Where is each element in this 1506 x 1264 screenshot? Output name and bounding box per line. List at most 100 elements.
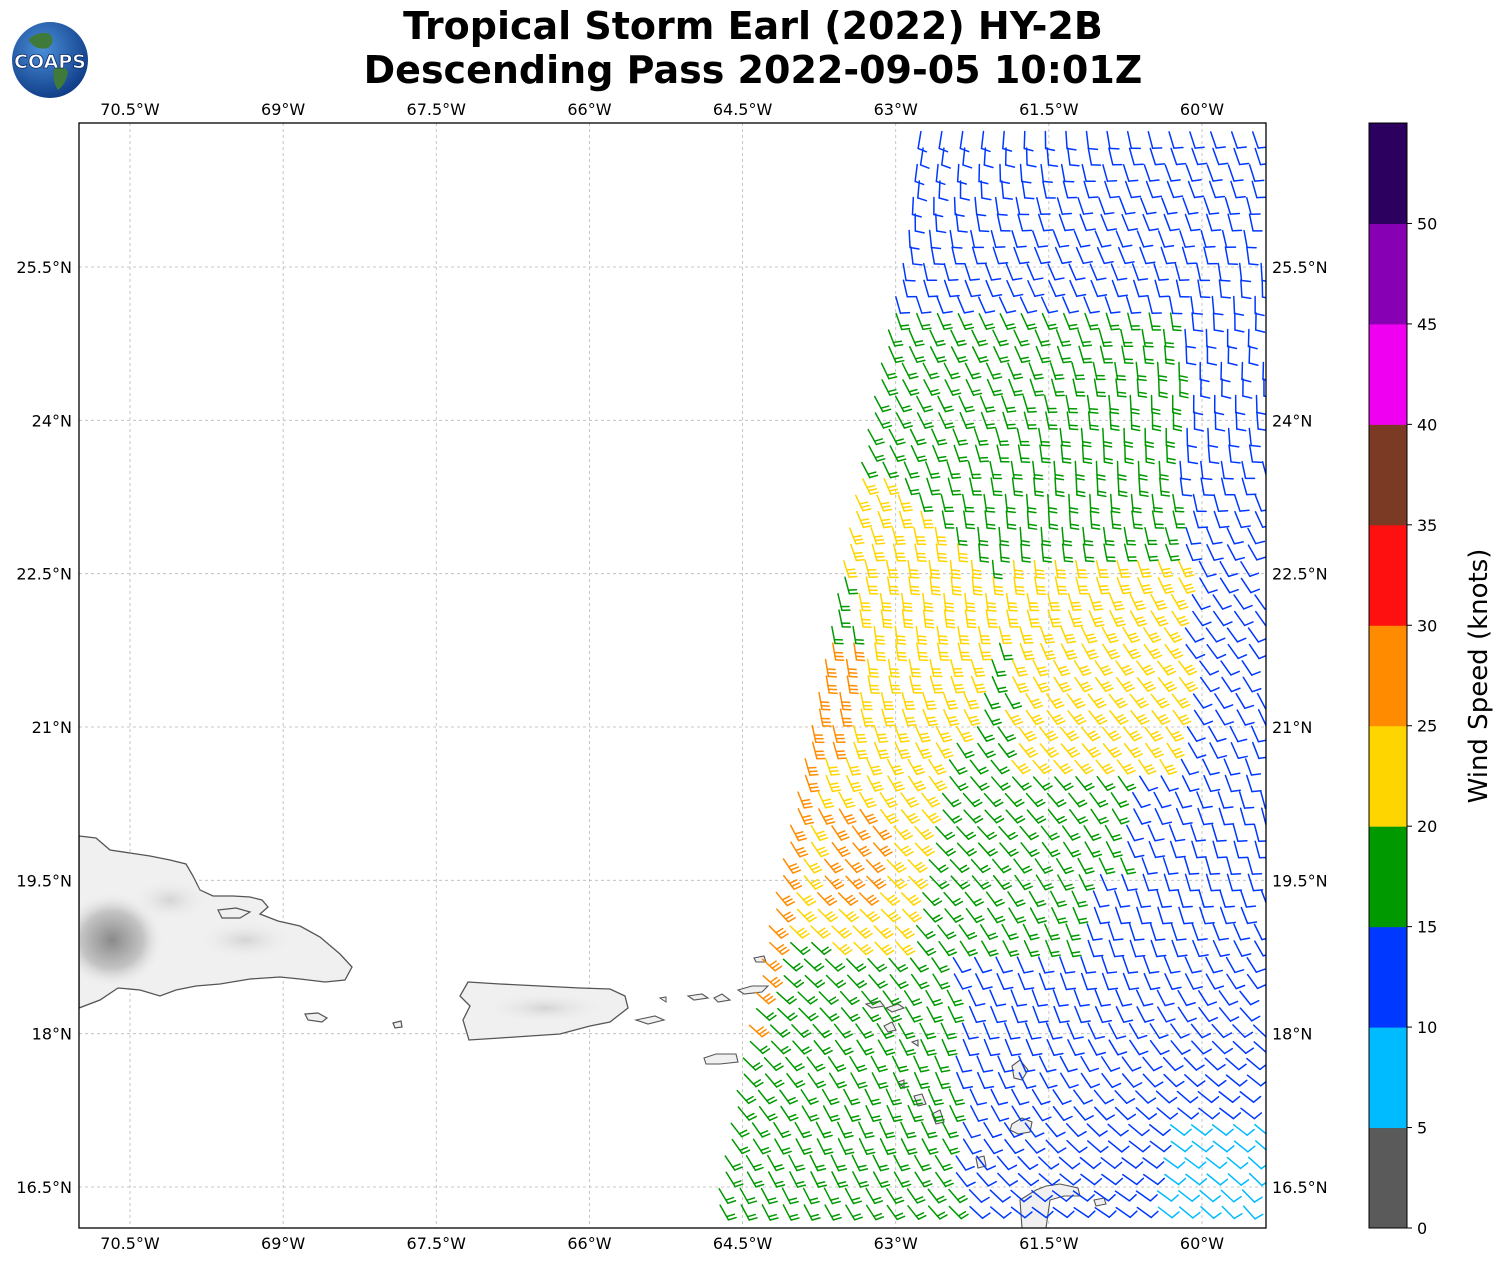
wind-barb (1080, 1055, 1100, 1073)
wind-barb (1215, 709, 1234, 726)
wind-barb (1230, 131, 1247, 149)
wind-barb (1247, 857, 1263, 875)
wind-barb (1039, 1072, 1058, 1089)
wind-barb (1150, 394, 1161, 415)
coaps-logo: COAPS (12, 22, 88, 98)
wind-barb (1151, 411, 1162, 432)
wind-barb (881, 379, 899, 396)
wind-barb (873, 395, 892, 413)
wind-barb (1041, 312, 1058, 331)
wind-barb (1212, 312, 1224, 333)
wind-barb (1165, 726, 1185, 742)
wind-barb (1257, 709, 1266, 726)
wind-barb (962, 1138, 982, 1155)
wind-barb (1163, 873, 1180, 892)
wind-barb (1080, 1072, 1101, 1089)
wind-barb (1242, 1205, 1264, 1220)
wind-barb (871, 1072, 889, 1089)
chart-title: Tropical Storm Earl (2022) HY-2B Descend… (0, 4, 1506, 92)
wind-barb (1131, 263, 1149, 281)
wind-barb (1254, 1123, 1266, 1135)
wind-barb (1032, 460, 1044, 481)
wind-barb (868, 974, 888, 989)
wind-barb (977, 526, 989, 547)
wind-barb (868, 445, 886, 462)
wind-barb (934, 526, 948, 546)
wind-barb (1164, 973, 1182, 990)
wind-barb (1169, 1124, 1192, 1136)
wind-barb (1074, 676, 1093, 693)
wind-barb (971, 875, 992, 890)
wind-barb (1042, 180, 1056, 199)
wind-barb (1261, 279, 1266, 299)
wind-barb (941, 147, 951, 169)
wind-barb (1149, 1123, 1171, 1137)
wind-barb (980, 411, 997, 430)
wind-barb (1212, 1140, 1235, 1153)
wind-barb (1241, 460, 1256, 480)
wind-barb (922, 892, 943, 906)
wind-barb (1192, 939, 1209, 958)
wind-barb (790, 941, 811, 956)
land-lesser-antilles (864, 1000, 1107, 1228)
lat-tick-label-right: 21°N (1272, 718, 1312, 737)
wind-barb (970, 559, 982, 580)
wind-barb (1095, 576, 1111, 595)
wind-barb (902, 262, 916, 282)
wind-barb (1124, 444, 1134, 465)
wind-barb (1065, 130, 1077, 151)
wind-barb (936, 312, 953, 331)
wind-barb (1149, 1023, 1169, 1039)
wind-barb (991, 659, 1007, 677)
wind-barb (1212, 923, 1229, 941)
wind-barb (1087, 1039, 1107, 1056)
wind-barb (1254, 840, 1266, 859)
wind-barb (1066, 1022, 1084, 1040)
colorbar-tick-label: 50 (1417, 214, 1437, 233)
wind-barb (1160, 246, 1177, 265)
wind-barb (1035, 874, 1054, 891)
wind-barb (874, 412, 893, 429)
wind-barb (1010, 1189, 1032, 1203)
wind-barb (1230, 180, 1246, 199)
wind-barb (996, 444, 1010, 463)
wind-barb (942, 692, 959, 710)
wind-barb (1059, 726, 1080, 742)
wind-barb (1214, 693, 1234, 709)
wind-barb (1138, 759, 1157, 775)
wind-barb (761, 1204, 779, 1221)
wind-barb (950, 346, 968, 363)
wind-barb (984, 809, 1005, 824)
wind-barb (816, 1138, 834, 1155)
lon-tick-label-bottom: 63°W (874, 1234, 918, 1253)
wind-barb (953, 973, 973, 990)
wind-barb (1029, 907, 1047, 924)
wind-barb (922, 708, 939, 727)
wind-barb (1061, 825, 1081, 841)
wind-barb (1211, 295, 1224, 316)
wind-barb (965, 379, 983, 396)
wind-barb (1008, 378, 1024, 397)
colorbar-bin (1369, 323, 1407, 425)
wind-barb (1038, 972, 1056, 991)
wind-barb (1062, 296, 1080, 314)
wind-barb (957, 313, 975, 330)
wind-barb (991, 675, 1008, 694)
wind-barb (1057, 874, 1075, 891)
wind-barb (1206, 1173, 1229, 1186)
wind-barb (815, 1121, 833, 1139)
wind-barb (959, 411, 976, 430)
wind-barb (1105, 841, 1123, 858)
wind-barb (1166, 742, 1185, 759)
wind-barb (1019, 163, 1032, 184)
wind-barb (1028, 362, 1044, 380)
wind-barb (943, 708, 960, 727)
wind-barb (1094, 1005, 1113, 1024)
colorbar-bin (1369, 725, 1407, 827)
wind-barb (916, 941, 937, 956)
wind-barb (997, 1055, 1015, 1073)
wind-barb (1254, 511, 1266, 528)
wind-barb (1255, 394, 1266, 415)
wind-barb (1206, 345, 1218, 366)
